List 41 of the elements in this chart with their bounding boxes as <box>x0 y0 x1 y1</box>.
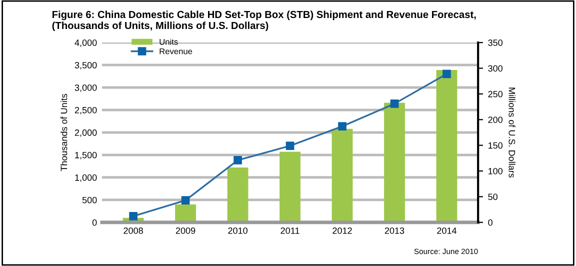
point <box>286 142 294 150</box>
y-tick-label: 2,000 <box>74 129 97 137</box>
y-tick-label: 1,000 <box>75 174 97 182</box>
y-tick-label: 4,000 <box>74 40 97 47</box>
x-tick-label: 2012 <box>332 227 352 234</box>
legend-label: Revenue <box>160 48 192 54</box>
y2-tick-label: 350 <box>488 40 503 46</box>
y2-axis-title: Millions of U.S. Dollars <box>508 88 516 178</box>
y-tick-label: 1,500 <box>75 152 97 160</box>
y2-tick-label: 150 <box>488 142 503 149</box>
x-tick-label: 2014 <box>437 227 457 234</box>
point <box>234 156 242 164</box>
y2-tick-label: 200 <box>488 116 503 123</box>
bar <box>280 152 300 222</box>
x-tick-label: 2010 <box>228 227 248 234</box>
y-tick-label: 2,500 <box>74 106 97 114</box>
y2-tick-label: 250 <box>488 90 503 98</box>
point <box>338 122 346 130</box>
x-tick-label: 2013 <box>384 227 404 234</box>
y2-tick-label: 0 <box>488 219 492 226</box>
y2-tick-label: 100 <box>488 168 503 174</box>
y-tick-label: 3,000 <box>74 84 97 92</box>
x-tick-label: 2009 <box>176 227 196 234</box>
y-axis-title: Thousands of Units <box>60 94 68 172</box>
bar <box>332 128 353 222</box>
bar <box>436 70 458 222</box>
y2-tick-label: 300 <box>488 65 503 72</box>
y-tick-label: 0 <box>92 219 97 226</box>
y-tick-label: 3,500 <box>74 62 97 70</box>
point <box>181 196 190 204</box>
x-tick-label: 2008 <box>124 227 143 234</box>
legend-label: Units <box>160 38 178 45</box>
chart-title: Figure 6: China Domestic Cable HD Set-Top Box (STB) Shipment and Revenue Forecast, (Thousands of Units, Millions of U.S. Dollars) <box>52 10 476 32</box>
y-tick-label: 500 <box>82 196 97 204</box>
point <box>390 100 399 108</box>
point <box>442 70 451 78</box>
bar <box>384 102 405 222</box>
bar <box>227 168 248 222</box>
y2-tick-label: 50 <box>488 194 498 200</box>
x-tick-label: 2011 <box>280 227 300 234</box>
point <box>129 212 138 220</box>
